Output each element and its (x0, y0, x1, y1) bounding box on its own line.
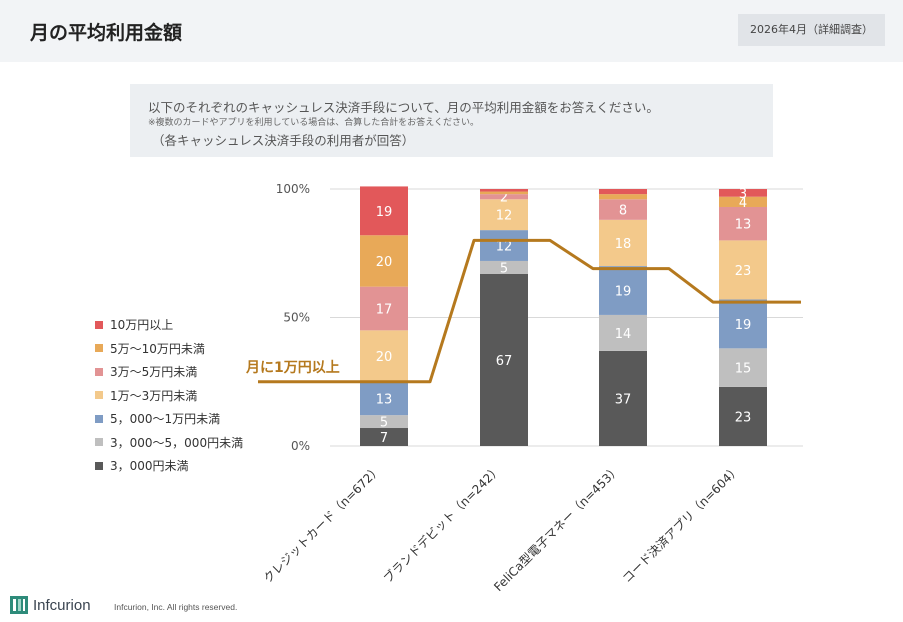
category-label: ブランドデビット（n=242） (380, 462, 504, 586)
legend-label: 3，000円未満 (110, 459, 189, 474)
legend-item: 5万～10万円未満 (95, 337, 243, 361)
bar-segment (480, 191, 528, 195)
data-label: 12 (496, 209, 513, 224)
legend-swatch (95, 320, 103, 329)
bar-segment (719, 206, 767, 241)
data-label: 14 (615, 327, 632, 342)
bar-segment (599, 350, 647, 446)
category-label: FeliCa型電子マネー（n=453） (491, 462, 623, 594)
question-text: 以下のそれぞれのキャッシュレス決済手段について、月の平均利用金額をお答えください… (148, 100, 659, 115)
data-label: 13 (376, 392, 393, 407)
bar-segment (360, 381, 408, 416)
data-label: 3 (739, 187, 747, 202)
data-label: 20 (376, 255, 393, 270)
bar-segment (360, 415, 408, 429)
bar-segment (360, 330, 408, 382)
legend-swatch (95, 461, 103, 470)
legend-item: 3，000～5，000円未満 (95, 431, 243, 455)
legend-item: 10万円以上 (95, 313, 243, 337)
legend-label: 5，000～1万円未満 (110, 412, 221, 427)
bar-segment (360, 286, 408, 331)
bar-segment (599, 314, 647, 351)
legend-label: 1万～3万円未満 (110, 388, 198, 403)
data-label: 7 (380, 431, 388, 446)
data-label: 4 (739, 196, 747, 211)
bar-segment (719, 196, 767, 207)
logo-text: Infcurion (33, 596, 91, 614)
data-label: 19 (376, 205, 393, 220)
date-badge: 2026年4月（詳細調査） (738, 14, 885, 46)
data-label: 37 (615, 392, 632, 407)
bar-segment (360, 428, 408, 446)
data-label: 23 (735, 264, 752, 279)
data-label: 12 (496, 240, 513, 255)
legend-label: 5万～10万円未満 (110, 341, 205, 356)
data-label: 8 (619, 204, 627, 219)
bar-segment (719, 189, 767, 197)
bar-segment (480, 230, 528, 261)
question-respondents: （各キャッシュレス決済手段の利用者が回答） (152, 133, 415, 148)
data-label: 13 (735, 218, 752, 233)
bar-segment (360, 186, 408, 236)
data-label: 2 (500, 191, 508, 206)
legend-swatch (95, 344, 103, 353)
bar-segment (480, 273, 528, 446)
data-label: 23 (735, 410, 752, 425)
legend-swatch (95, 391, 103, 400)
question-box: 以下のそれぞれのキャッシュレス決済手段について、月の平均利用金額をお答えください… (130, 84, 773, 157)
data-label: 5 (380, 416, 388, 431)
data-label: 17 (376, 303, 393, 318)
y-tick-label: 50% (283, 311, 310, 325)
bar-segment (719, 386, 767, 446)
bar-segment (480, 199, 528, 231)
bar-segment (480, 189, 528, 192)
bar-segment (480, 194, 528, 200)
data-label: 15 (735, 362, 752, 377)
legend-label: 3，000～5，000円未満 (110, 435, 244, 450)
data-label: 18 (615, 237, 632, 252)
bar-segment (719, 299, 767, 349)
y-tick-label: 0% (291, 439, 310, 453)
data-label: 5 (500, 261, 508, 276)
data-label: 19 (735, 318, 752, 333)
bar-segment (360, 235, 408, 287)
bar-segment (599, 189, 647, 195)
data-label: 19 (615, 285, 632, 300)
legend-item: 3，000円未満 (95, 454, 243, 478)
legend-item: 3万～5万円未満 (95, 360, 243, 384)
bar-segment (719, 240, 767, 300)
reference-line (258, 238, 801, 384)
bar-segment (599, 266, 647, 315)
logo-mark-icon (10, 596, 28, 614)
category-label: クレジットカード（n=672） (261, 462, 384, 585)
legend-swatch (95, 367, 103, 376)
category-label: コード決済アプリ（n=604） (619, 462, 743, 586)
data-label: 20 (376, 350, 393, 365)
page-title: 月の平均利用金額 (30, 22, 183, 44)
reference-line-label: 月に1万円以上 (246, 360, 340, 376)
chart-legend: 10万円以上 5万～10万円未満 3万～5万円未満 1万～3万円未満 5，000～1万円… (95, 313, 243, 478)
legend-label: 10万円以上 (110, 318, 174, 333)
company-logo: Infcurion (10, 596, 91, 614)
question-note: ※複数のカードやアプリを利用している場合は、合算した合計をお答えください。 (148, 118, 480, 128)
y-tick-label: 100% (276, 182, 310, 196)
legend-swatch (95, 414, 103, 423)
bar-segment (480, 260, 528, 274)
bar-segment (599, 194, 647, 200)
bar-segment (599, 219, 647, 267)
copyright-text: Infcurion, Inc. All rights reserved. (114, 602, 238, 612)
legend-item: 5，000～1万円未満 (95, 407, 243, 431)
data-label: 67 (496, 354, 513, 369)
legend-label: 3万～5万円未満 (110, 365, 198, 380)
bar-segment (599, 199, 647, 220)
legend-item: 1万～3万円未満 (95, 384, 243, 408)
legend-swatch (95, 438, 103, 447)
bar-segment (719, 348, 767, 387)
